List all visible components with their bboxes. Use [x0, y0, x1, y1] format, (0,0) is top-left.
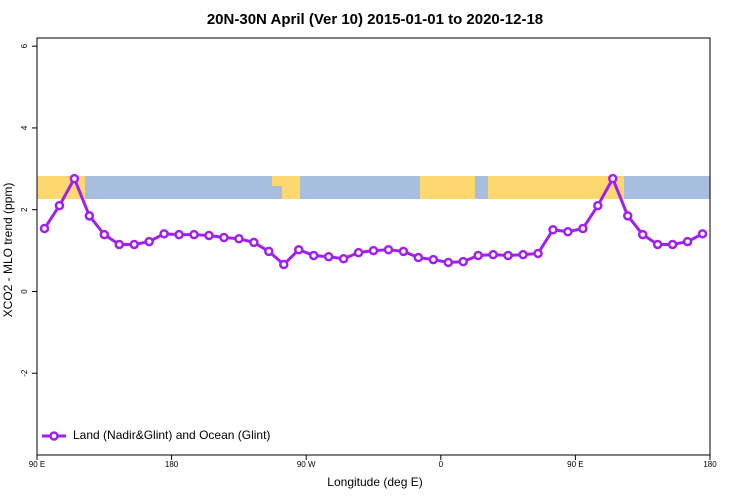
data-point	[413, 252, 424, 263]
data-point	[637, 229, 648, 240]
chart-title: 20N-30N April (Ver 10) 2015-01-01 to 202…	[207, 11, 543, 28]
y-tick-label: 0	[20, 289, 29, 294]
x-tick-label: 180	[703, 460, 717, 469]
data-point	[114, 239, 125, 250]
data-point	[622, 211, 633, 221]
data-point	[682, 236, 693, 247]
x-tick-label: 90 W	[297, 460, 316, 469]
data-point	[323, 251, 334, 262]
data-point	[488, 249, 498, 260]
y-tick-label: 6	[20, 43, 29, 48]
data-point	[249, 237, 259, 248]
y-tick-label: 4	[20, 125, 29, 130]
data-point	[279, 259, 289, 270]
data-point	[234, 233, 244, 244]
y-tick-label: -2	[20, 369, 29, 377]
plot-frame	[36, 37, 711, 456]
data-point	[129, 239, 139, 250]
data-point	[383, 245, 394, 255]
data-point	[533, 248, 543, 259]
x-tick-label: 180	[165, 460, 179, 469]
data-point	[608, 173, 618, 184]
data-point	[593, 200, 603, 211]
y-tick-label: 2	[20, 207, 29, 212]
data-point	[368, 245, 379, 256]
x-axis-label: Longitude (deg E)	[327, 475, 422, 489]
data-point	[338, 254, 349, 264]
data-point	[428, 254, 439, 265]
data-point	[548, 224, 558, 235]
data-point	[473, 250, 483, 261]
data-point	[99, 229, 110, 240]
data-point	[667, 239, 678, 250]
data-point	[518, 249, 528, 260]
data-point	[398, 246, 409, 257]
legend-label: Land (Nadir&Glint) and Ocean (Glint)	[73, 428, 270, 442]
data-point	[69, 173, 80, 184]
x-tick-label: 90 E	[567, 460, 583, 469]
data-point	[443, 257, 454, 268]
data-point	[84, 211, 95, 221]
x-tick-label: 90 E	[29, 460, 45, 469]
data-point	[503, 250, 513, 261]
data-point	[39, 223, 50, 234]
legend-marker	[49, 431, 59, 441]
map-strip	[37, 176, 710, 199]
data-point	[189, 229, 199, 240]
x-tick-label: 0	[439, 460, 444, 469]
data-point	[159, 229, 169, 239]
data-point	[458, 256, 468, 267]
data-point	[54, 200, 65, 211]
data-point	[174, 229, 184, 240]
y-axis-label: XCO2 - MLO trend (ppm)	[1, 183, 15, 318]
data-point	[353, 247, 364, 258]
data-point	[578, 223, 588, 234]
data-point	[652, 239, 663, 250]
data-point	[204, 230, 214, 241]
data-point	[308, 250, 319, 261]
data-point	[293, 245, 304, 255]
data-point	[219, 232, 229, 243]
data-point	[144, 236, 154, 247]
data-point	[563, 227, 573, 237]
data-point	[697, 229, 708, 239]
data-point	[264, 246, 274, 257]
